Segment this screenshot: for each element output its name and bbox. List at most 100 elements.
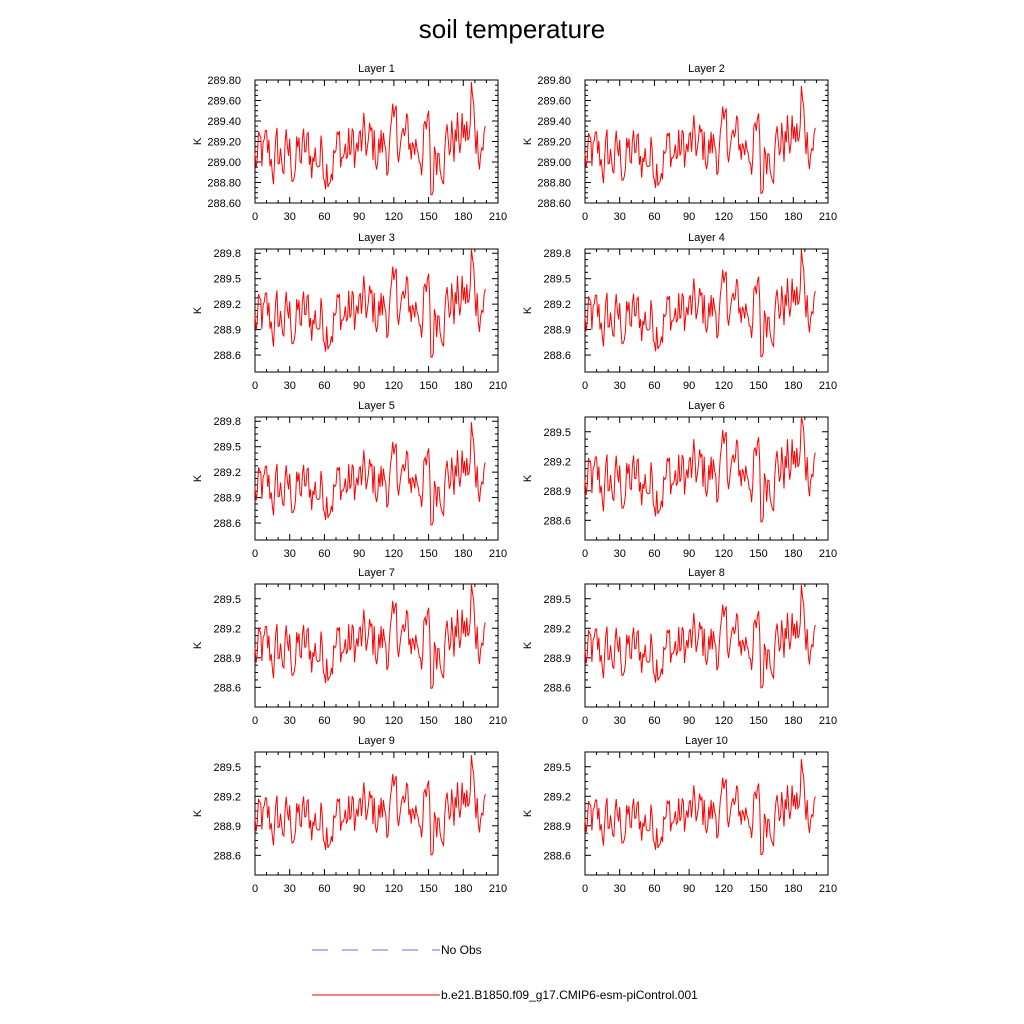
x-tick-label: 120 [715, 211, 733, 223]
x-tick-label: 0 [252, 548, 258, 560]
y-tick-label: 288.80 [537, 178, 571, 190]
panel-title: Layer 2 [688, 63, 725, 75]
x-tick-label: 180 [454, 715, 472, 727]
series-line [254, 755, 486, 856]
x-tick-label: 150 [419, 883, 437, 895]
plot-frame [584, 79, 829, 204]
x-tick-label: 180 [784, 548, 802, 560]
y-tick-label: 289.5 [213, 442, 241, 454]
x-tick-label: 210 [489, 211, 507, 223]
series-line [254, 248, 486, 358]
y-tick-label: 288.6 [543, 850, 571, 862]
y-tick-label: 289.5 [213, 762, 241, 774]
y-axis-label: K [192, 641, 204, 649]
layer-panel-2: Layer 2 0 30 60 90 120 150 180 210 289.80 289.60 28… [522, 63, 837, 223]
x-tick-label: 150 [749, 883, 767, 895]
x-tick-label: 120 [715, 380, 733, 392]
x-tick-label: 150 [749, 548, 767, 560]
plot-frame [254, 751, 499, 876]
x-tick-label: 90 [683, 715, 695, 727]
x-tick-label: 90 [353, 548, 365, 560]
panel-title: Layer 7 [358, 567, 395, 579]
x-tick-label: 120 [385, 380, 403, 392]
x-tick-label: 180 [784, 715, 802, 727]
x-tick-label: 90 [683, 548, 695, 560]
legend-obs-label: No Obs [441, 943, 482, 957]
x-tick-label: 90 [683, 380, 695, 392]
x-tick-label: 90 [353, 211, 365, 223]
y-axis-label: K [192, 306, 204, 314]
y-axis-label: K [192, 809, 204, 817]
x-tick-label: 0 [582, 211, 588, 223]
panel-title: Layer 1 [358, 63, 395, 75]
x-tick-label: 60 [318, 715, 330, 727]
x-tick-label: 60 [648, 380, 660, 392]
panel-title: Layer 9 [358, 735, 395, 747]
y-tick-label: 289.8 [213, 248, 241, 260]
y-tick-label: 289.00 [207, 157, 241, 169]
series-line [584, 85, 816, 194]
x-tick-label: 180 [454, 883, 472, 895]
legend-model-label: b.e21.B1850.f09_g17.CMIP6-esm-piControl.… [441, 988, 698, 1002]
series-line [584, 249, 816, 358]
x-tick-label: 30 [284, 548, 296, 560]
x-tick-label: 210 [489, 883, 507, 895]
y-tick-label: 288.80 [207, 178, 241, 190]
plot-frame [584, 751, 829, 876]
layer-panel-7: Layer 7 0 30 60 90 120 150 180 210 289.5 289.2 288.… [192, 567, 507, 727]
y-tick-label: 288.9 [213, 325, 241, 337]
y-tick-label: 288.9 [543, 486, 571, 498]
x-tick-label: 210 [819, 211, 837, 223]
y-axis-label: K [522, 641, 534, 649]
y-tick-label: 288.9 [213, 493, 241, 505]
y-tick-label: 289.60 [207, 96, 241, 108]
x-tick-label: 150 [419, 548, 437, 560]
plot-frame [254, 583, 499, 708]
x-tick-label: 180 [454, 380, 472, 392]
x-tick-label: 60 [648, 548, 660, 560]
series-line [584, 759, 816, 855]
plot-frame [584, 248, 829, 373]
y-tick-label: 289.60 [537, 96, 571, 108]
y-tick-label: 289.80 [207, 75, 241, 87]
y-tick-label: 288.6 [213, 518, 241, 530]
plot-frame [584, 583, 829, 708]
layer-panel-6: Layer 6 0 30 60 90 120 150 180 210 289.5 289.2 288.… [522, 400, 837, 560]
x-tick-label: 90 [353, 715, 365, 727]
x-tick-label: 150 [419, 211, 437, 223]
x-tick-label: 180 [454, 211, 472, 223]
layer-panel-5: Layer 5 0 30 60 90 120 150 180 210 289.8 289.5 289.… [192, 400, 507, 560]
y-tick-label: 289.40 [207, 116, 241, 128]
x-tick-label: 150 [419, 380, 437, 392]
chart-main-title: soil temperature [418, 14, 606, 44]
series-line [584, 584, 816, 689]
x-tick-label: 30 [614, 211, 626, 223]
y-axis-label: K [522, 474, 534, 482]
x-tick-label: 30 [284, 380, 296, 392]
y-tick-label: 288.6 [543, 515, 571, 527]
y-tick-label: 288.6 [213, 682, 241, 694]
x-tick-label: 180 [454, 548, 472, 560]
x-tick-label: 150 [749, 715, 767, 727]
x-tick-label: 0 [252, 883, 258, 895]
y-tick-label: 289.2 [213, 467, 241, 479]
x-tick-label: 210 [819, 380, 837, 392]
series-line [584, 416, 816, 523]
x-tick-label: 30 [614, 380, 626, 392]
y-tick-label: 288.60 [207, 198, 241, 210]
layer-panel-8: Layer 8 0 30 60 90 120 150 180 210 289.5 289.2 288.… [522, 567, 837, 727]
y-tick-label: 289.5 [213, 594, 241, 606]
x-tick-label: 60 [648, 883, 660, 895]
panel-title: Layer 5 [358, 400, 395, 412]
x-tick-label: 150 [419, 715, 437, 727]
y-tick-label: 288.9 [543, 821, 571, 833]
x-tick-label: 60 [648, 211, 660, 223]
y-tick-label: 289.20 [207, 137, 241, 149]
x-tick-label: 60 [648, 715, 660, 727]
plot-frame [254, 79, 499, 204]
x-tick-label: 30 [284, 883, 296, 895]
layer-panel-1: Layer 1 0 30 60 90 120 150 180 210 289.80 289.60 28… [192, 63, 507, 223]
y-tick-label: 289.5 [543, 594, 571, 606]
x-tick-label: 150 [749, 380, 767, 392]
legend-model-line [312, 994, 440, 996]
